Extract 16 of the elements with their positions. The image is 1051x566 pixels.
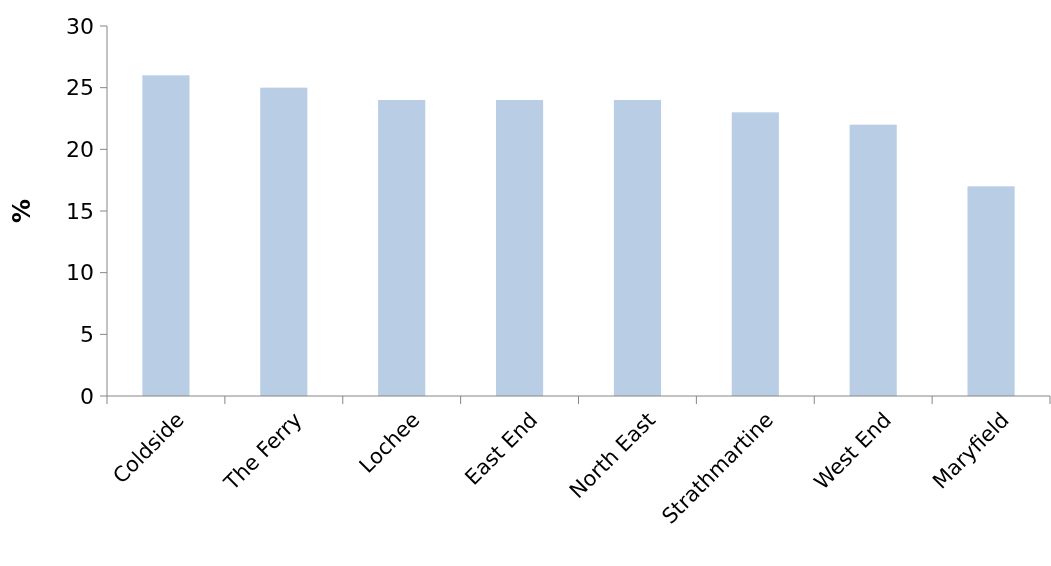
bar bbox=[613, 100, 662, 396]
y-tick-label: 0 bbox=[80, 383, 94, 409]
y-tick-label: 15 bbox=[66, 198, 94, 224]
y-axis-title: % bbox=[8, 198, 36, 224]
y-tick-label: 10 bbox=[66, 260, 94, 286]
bar bbox=[849, 124, 897, 396]
bar bbox=[967, 186, 1015, 396]
bar bbox=[378, 100, 426, 396]
y-tick-label: 25 bbox=[66, 75, 94, 101]
bar bbox=[495, 100, 544, 396]
bar bbox=[260, 87, 308, 396]
y-tick-label: 20 bbox=[66, 137, 94, 163]
y-tick-label: 30 bbox=[66, 13, 94, 39]
bar bbox=[731, 112, 779, 396]
bar bbox=[142, 75, 190, 396]
y-tick-label: 5 bbox=[80, 322, 94, 348]
